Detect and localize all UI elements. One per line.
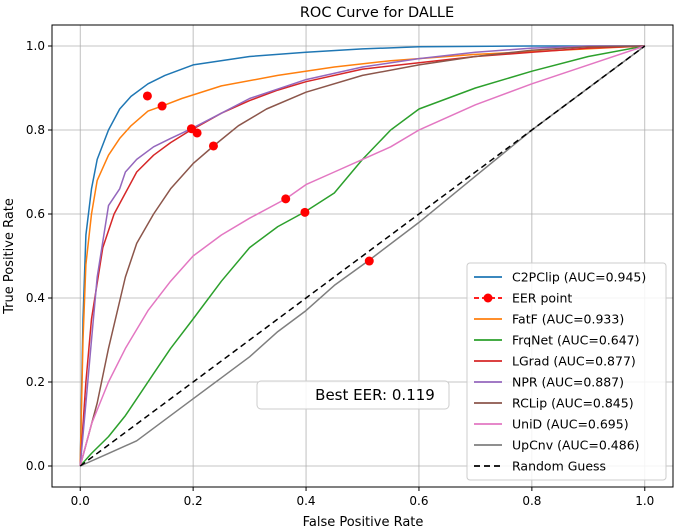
y-tick-label: 0.6 xyxy=(26,207,45,221)
x-tick-label: 0.6 xyxy=(409,494,428,508)
eer-point xyxy=(300,207,310,217)
x-tick-label: 0.0 xyxy=(71,494,90,508)
legend-marker xyxy=(483,293,493,303)
legend-label: Random Guess xyxy=(512,459,606,474)
best-eer-text: Best EER: 0.119 xyxy=(315,386,435,404)
series-line xyxy=(79,45,645,467)
grid-lines xyxy=(52,25,673,487)
legend: C2PClip (AUC=0.945) EER point FatF (AUC=0.… xyxy=(466,262,667,481)
series-line xyxy=(79,45,645,467)
best-eer-box xyxy=(256,380,450,410)
random-guess-line xyxy=(79,45,646,467)
legend-label: UniD (AUC=0.695) xyxy=(512,417,629,432)
eer-point xyxy=(364,256,374,266)
legend-label: LGrad (AUC=0.877) xyxy=(512,354,636,369)
best-eer-annotation: Best EER: 0.119 xyxy=(256,380,450,410)
series-line xyxy=(79,45,645,467)
y-axis-label: True Positive Rate xyxy=(2,198,17,315)
x-axis-label: False Positive Rate xyxy=(303,515,424,530)
x-tick-label: 0.4 xyxy=(296,494,315,508)
legend-label: C2PClip (AUC=0.945) xyxy=(512,270,646,285)
y-tick-label: 0.8 xyxy=(26,123,45,137)
legend-box xyxy=(466,262,667,481)
y-tick-label: 0.4 xyxy=(26,291,45,305)
eer-points xyxy=(142,91,374,266)
eer-point xyxy=(208,141,218,151)
y-tick-label: 1.0 xyxy=(26,39,45,53)
x-tick-label: 0.8 xyxy=(522,494,541,508)
eer-point xyxy=(281,194,291,204)
series-line xyxy=(79,45,645,467)
legend-label: RCLip (AUC=0.845) xyxy=(512,396,634,411)
legend-label: UpCnv (AUC=0.486) xyxy=(512,438,640,453)
y-tick-label: 0.2 xyxy=(26,375,45,389)
eer-point xyxy=(157,101,167,111)
legend-label: EER point xyxy=(512,291,572,306)
eer-point xyxy=(142,91,152,101)
axis-ticks: 0.0 0.2 0.4 0.6 0.8 1.0 0.0 0.2 0.4 0.6 0.8 1.0 xyxy=(26,39,654,508)
x-tick-label: 0.2 xyxy=(184,494,203,508)
axes-frame xyxy=(51,24,674,488)
y-tick-label: 0.0 xyxy=(26,459,45,473)
legend-label: FatF (AUC=0.933) xyxy=(512,312,624,327)
legend-label: FrqNet (AUC=0.647) xyxy=(512,333,640,348)
series-line xyxy=(79,45,646,467)
chart-title: ROC Curve for DALLE xyxy=(300,5,454,21)
x-tick-label: 1.0 xyxy=(635,494,654,508)
legend-label: NPR (AUC=0.887) xyxy=(512,375,624,390)
eer-point xyxy=(186,124,196,134)
